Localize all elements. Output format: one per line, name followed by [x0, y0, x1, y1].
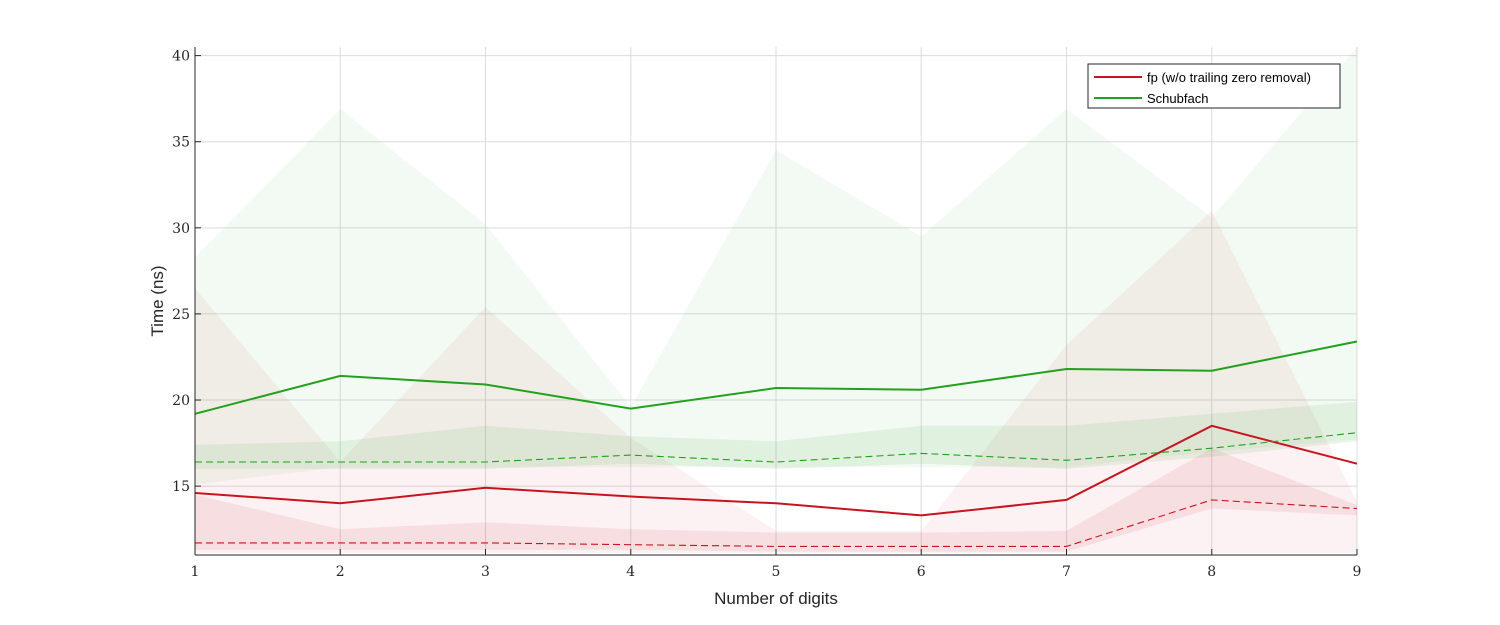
legend-label: fp (w/o trailing zero removal): [1147, 70, 1311, 85]
mean-line-series-1: [194, 340, 1358, 415]
y-tick-label: 40: [172, 49, 190, 65]
y-tick-label: 25: [172, 307, 190, 323]
inner-band-series-1: [195, 401, 1357, 469]
x-tick-label: 5: [772, 564, 781, 580]
axes: [194, 47, 1358, 556]
tick-labels: 1 2 3 4 5 6 7 8 9 15 20 25 30 35 40: [172, 49, 1361, 580]
confidence-bands: [195, 47, 1357, 554]
x-tick-label: 4: [626, 564, 635, 580]
x-tick-label: 3: [481, 564, 490, 580]
median-line-series-0: [195, 499, 1358, 547]
inner-band-series-0: [195, 448, 1357, 552]
x-tick-label: 7: [1062, 564, 1071, 580]
mean-line-series-0: [194, 424, 1358, 517]
x-tick-label: 6: [917, 564, 926, 580]
x-tick-label: 9: [1353, 564, 1362, 580]
x-axis-label: Number of digits: [714, 589, 838, 608]
median-line-series-1: [195, 432, 1358, 463]
grid: [194, 47, 1358, 555]
y-tick-label: 30: [172, 221, 190, 237]
outer-band-series-0: [195, 210, 1357, 554]
outer-band-series-1: [195, 47, 1357, 485]
y-tick-label: 15: [172, 479, 190, 495]
legend-label: Schubfach: [1147, 91, 1208, 106]
x-tick-label: 2: [336, 564, 345, 580]
x-tick-label: 8: [1207, 564, 1216, 580]
y-axis-label: Time (ns): [148, 265, 167, 336]
y-tick-label: 20: [172, 393, 190, 409]
legend[interactable]: fp (w/o trailing zero removal) Schubfach: [1087, 63, 1341, 109]
series-lines: [194, 340, 1358, 547]
legend-box: [1087, 63, 1341, 109]
y-tick-label: 35: [172, 135, 190, 151]
x-tick-label: 1: [191, 564, 200, 580]
